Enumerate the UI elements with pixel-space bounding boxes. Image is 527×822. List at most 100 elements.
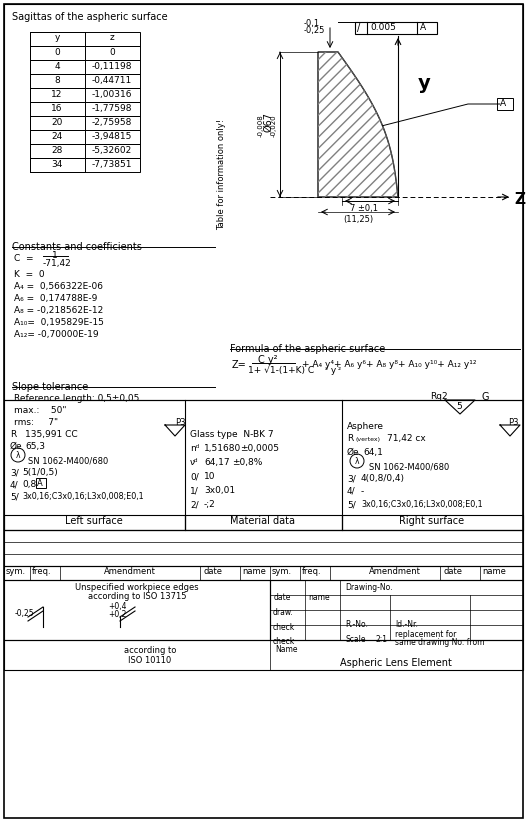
Text: draw.: draw. bbox=[273, 608, 294, 617]
Bar bbox=[4, 515, 185, 530]
Text: 2/: 2/ bbox=[190, 500, 199, 509]
Text: Z: Z bbox=[514, 192, 525, 207]
Text: C  =: C = bbox=[14, 254, 34, 263]
Bar bbox=[4, 566, 523, 580]
Text: -3,94815: -3,94815 bbox=[92, 132, 132, 141]
Text: max.:    50": max.: 50" bbox=[14, 406, 66, 415]
Text: 7 ±0,1: 7 ±0,1 bbox=[350, 204, 378, 213]
Text: 1+ √1-(1+K) C: 1+ √1-(1+K) C bbox=[248, 366, 314, 375]
Text: A: A bbox=[500, 99, 506, 108]
Text: Id.-Nr.: Id.-Nr. bbox=[395, 620, 418, 629]
Text: Slope tolerance: Slope tolerance bbox=[12, 382, 88, 392]
Text: 4(0,8/0,4): 4(0,8/0,4) bbox=[361, 474, 405, 483]
Text: -0,11198: -0,11198 bbox=[92, 62, 132, 71]
Text: 4/: 4/ bbox=[347, 487, 356, 496]
Bar bbox=[30, 60, 85, 74]
Text: 3/: 3/ bbox=[347, 474, 356, 483]
Text: check: check bbox=[273, 637, 295, 646]
Text: A₄ =  0,566322E-06: A₄ = 0,566322E-06 bbox=[14, 282, 103, 291]
Text: ²: ² bbox=[338, 366, 341, 375]
Text: 3x0,01: 3x0,01 bbox=[204, 486, 235, 495]
Bar bbox=[4, 530, 523, 566]
Text: 0/: 0/ bbox=[190, 472, 199, 481]
Bar bbox=[30, 74, 140, 88]
Bar bbox=[30, 130, 140, 144]
Bar bbox=[30, 88, 140, 102]
Text: 4: 4 bbox=[54, 62, 60, 71]
Text: /: / bbox=[357, 23, 360, 33]
Text: Sagittas of the aspheric surface: Sagittas of the aspheric surface bbox=[12, 12, 168, 22]
Bar bbox=[30, 102, 140, 116]
Text: A₁₀=  0,195829E-15: A₁₀= 0,195829E-15 bbox=[14, 318, 104, 327]
Text: λ: λ bbox=[16, 450, 20, 459]
Text: Formula of the aspheric surface: Formula of the aspheric surface bbox=[230, 344, 385, 354]
Bar bbox=[30, 32, 85, 46]
Bar bbox=[185, 515, 342, 530]
Text: -0,1: -0,1 bbox=[304, 19, 320, 28]
Text: 20: 20 bbox=[51, 118, 63, 127]
Bar bbox=[355, 22, 437, 34]
Text: 4/: 4/ bbox=[10, 480, 18, 489]
Text: y: y bbox=[328, 366, 336, 375]
Text: -2,75958: -2,75958 bbox=[92, 118, 132, 127]
Text: 1: 1 bbox=[52, 251, 58, 260]
Text: Material data: Material data bbox=[230, 516, 296, 526]
Text: 0: 0 bbox=[109, 48, 115, 57]
Text: sym.: sym. bbox=[6, 567, 26, 576]
Text: R.-No.: R.-No. bbox=[345, 620, 368, 629]
Text: Right surface: Right surface bbox=[399, 516, 465, 526]
Bar bbox=[497, 98, 513, 110]
Bar bbox=[30, 74, 85, 88]
Text: P3: P3 bbox=[175, 418, 186, 427]
Bar bbox=[36, 478, 46, 488]
Text: ISO 10110: ISO 10110 bbox=[129, 656, 172, 665]
Text: 71,42 cx: 71,42 cx bbox=[387, 434, 426, 443]
Text: Name: Name bbox=[275, 645, 298, 654]
Text: name: name bbox=[242, 567, 266, 576]
Bar bbox=[30, 102, 85, 116]
Bar bbox=[30, 158, 85, 172]
Text: 1,51680: 1,51680 bbox=[204, 444, 241, 453]
Text: z: z bbox=[110, 33, 114, 42]
Text: freq.: freq. bbox=[302, 567, 321, 576]
Text: + A₄ y⁴+ A₆ y⁶+ A₈ y⁸+ A₁₀ y¹⁰+ A₁₂ y¹²: + A₄ y⁴+ A₆ y⁶+ A₈ y⁸+ A₁₀ y¹⁰+ A₁₂ y¹² bbox=[302, 360, 476, 369]
Bar bbox=[30, 88, 85, 102]
Text: -1,77598: -1,77598 bbox=[92, 104, 132, 113]
Text: Table for information only!: Table for information only! bbox=[218, 118, 227, 229]
Text: Left surface: Left surface bbox=[65, 516, 123, 526]
Bar bbox=[30, 158, 140, 172]
Text: -0,44711: -0,44711 bbox=[92, 76, 132, 85]
Text: -0,25: -0,25 bbox=[304, 26, 325, 35]
Text: ±0,8%: ±0,8% bbox=[232, 458, 262, 467]
Text: 1/: 1/ bbox=[190, 486, 199, 495]
Text: -0,008: -0,008 bbox=[258, 114, 264, 137]
Text: freq.: freq. bbox=[32, 567, 52, 576]
Bar bbox=[30, 32, 140, 46]
Bar bbox=[30, 116, 85, 130]
Text: λ: λ bbox=[355, 456, 359, 465]
Bar bbox=[30, 46, 85, 60]
Text: 12: 12 bbox=[51, 90, 63, 99]
Text: A: A bbox=[37, 479, 43, 488]
Text: SN 1062-M400/680: SN 1062-M400/680 bbox=[28, 456, 108, 465]
Text: K  =  0: K = 0 bbox=[14, 270, 45, 279]
Text: 0,8: 0,8 bbox=[22, 480, 36, 489]
Bar bbox=[30, 130, 85, 144]
Text: Amendment: Amendment bbox=[104, 567, 156, 576]
Text: 5(1/0,5): 5(1/0,5) bbox=[22, 468, 58, 477]
Text: replacement for: replacement for bbox=[395, 630, 456, 639]
Text: -7,73851: -7,73851 bbox=[92, 160, 132, 169]
Text: Drawing-No.: Drawing-No. bbox=[345, 583, 393, 592]
Bar bbox=[30, 46, 140, 60]
Text: R: R bbox=[10, 430, 16, 439]
Bar bbox=[342, 515, 523, 530]
Text: -5,32602: -5,32602 bbox=[92, 146, 132, 155]
Text: date: date bbox=[274, 593, 291, 602]
Text: 3x0,16;C3x0,16;L3x0,008;E0,1: 3x0,16;C3x0,16;L3x0,008;E0,1 bbox=[22, 492, 144, 501]
Text: Rq2: Rq2 bbox=[430, 392, 447, 401]
Text: check: check bbox=[273, 623, 295, 632]
Text: according to ISO 13715: according to ISO 13715 bbox=[88, 592, 186, 601]
Text: (vertex): (vertex) bbox=[355, 437, 380, 442]
Text: 24: 24 bbox=[51, 132, 63, 141]
Text: Amendment: Amendment bbox=[369, 567, 421, 576]
